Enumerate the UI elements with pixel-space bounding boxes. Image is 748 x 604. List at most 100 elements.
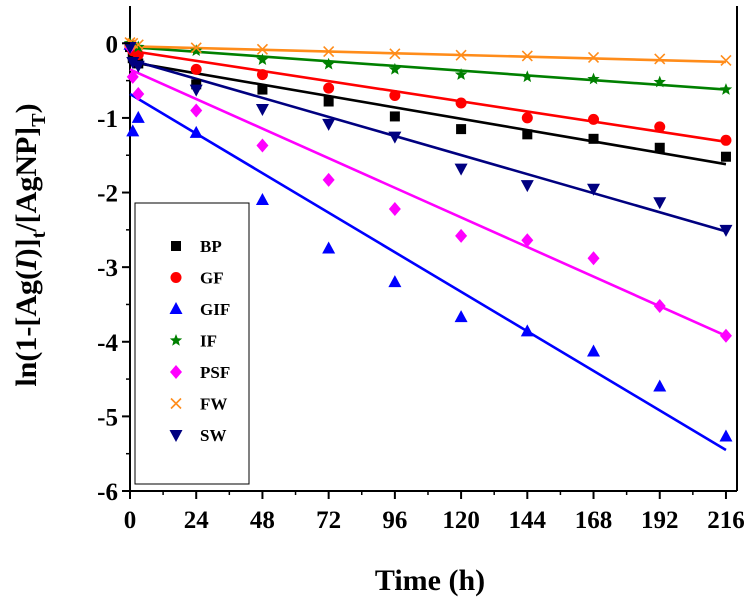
point-sw — [388, 131, 402, 144]
x-tick-label: 72 — [316, 507, 341, 534]
legend-marker-gf — [170, 272, 182, 283]
point-psf — [132, 87, 145, 102]
legend-marker-fw — [170, 397, 182, 410]
point-gf — [190, 63, 202, 75]
y-tick-label: -5 — [97, 404, 118, 431]
point-bp — [456, 124, 467, 135]
point-if — [521, 70, 534, 83]
point-fw — [587, 51, 600, 64]
point-fw — [521, 50, 533, 62]
point-gif — [520, 324, 534, 337]
point-sw — [189, 84, 203, 97]
point-bp — [720, 151, 731, 162]
x-tick-label: 0 — [124, 507, 137, 534]
point-psf — [322, 172, 335, 187]
point-gf — [256, 69, 268, 81]
legend-marker-if — [169, 334, 183, 346]
point-psf — [587, 251, 600, 266]
point-psf — [521, 233, 534, 248]
axis-ticks: 0 24 48 72 96 120 144 168 192 216 0 -1 -2 -3 -4 -5 -6 — [97, 31, 745, 534]
fit-line-fw — [129, 44, 726, 64]
point-if — [719, 83, 733, 95]
point-fw — [654, 53, 666, 65]
point-sw — [255, 103, 269, 116]
point-bp — [191, 79, 202, 90]
legend-label-psf: PSF — [200, 363, 230, 382]
x-tick-label: 168 — [575, 507, 613, 534]
point-if — [653, 75, 666, 88]
y-axis-title: ln(1-[Ag(I)]t/[AgNP]T) — [10, 103, 50, 386]
y-tick-label: -2 — [97, 181, 118, 208]
x-tick-label: 96 — [382, 507, 407, 534]
legend-label-fw: FW — [200, 395, 227, 414]
legend-label-sw: SW — [200, 426, 226, 445]
point-gif — [189, 125, 203, 138]
point-psf — [388, 201, 401, 216]
y-tick-label: -3 — [97, 255, 118, 282]
data-markers — [123, 36, 733, 442]
point-if — [132, 40, 145, 53]
point-fw — [132, 39, 144, 51]
point-gf — [389, 90, 401, 102]
legend: BP GF GIF IF PSF FW SW — [134, 202, 250, 485]
x-tick-label: 120 — [442, 507, 480, 534]
point-sw — [322, 118, 336, 131]
point-gif — [719, 429, 733, 442]
y-tick-label: -4 — [97, 330, 118, 357]
point-gf — [654, 121, 666, 133]
point-sw — [719, 224, 733, 237]
point-gf — [521, 112, 533, 124]
point-fw — [323, 45, 335, 58]
legend-label-if: IF — [200, 332, 217, 351]
point-sw — [454, 163, 468, 176]
point-if — [388, 62, 402, 75]
plot-frame — [129, 6, 738, 492]
point-bp — [323, 96, 334, 107]
legend-box — [134, 202, 250, 485]
point-fw — [720, 54, 732, 67]
x-axis-title: Time (h) — [375, 564, 485, 597]
point-bp — [654, 142, 665, 153]
legend-label-gf: GF — [200, 269, 224, 288]
y-tick-label: 0 — [106, 31, 119, 58]
point-psf — [256, 138, 269, 153]
point-bp — [257, 84, 268, 95]
point-if — [190, 44, 203, 57]
point-if — [322, 57, 335, 70]
point-gif — [126, 124, 140, 137]
point-if — [256, 53, 269, 65]
point-sw — [126, 56, 140, 69]
point-psf — [190, 103, 203, 118]
legend-marker-psf — [170, 365, 182, 379]
x-tick-label: 216 — [707, 507, 745, 534]
x-tick-label: 24 — [184, 507, 210, 534]
point-gf — [720, 134, 732, 146]
legend-marker-gif — [169, 302, 183, 314]
point-gif — [131, 110, 145, 123]
fit-line-gif — [129, 92, 727, 452]
point-gif — [653, 379, 667, 392]
point-fw — [256, 43, 269, 55]
point-psf — [719, 328, 732, 343]
x-tick-label: 48 — [250, 507, 275, 534]
legend-label-gif: GIF — [200, 300, 230, 319]
point-gif — [322, 241, 336, 254]
x-tick-label: 144 — [509, 507, 547, 534]
point-gif — [388, 275, 402, 288]
legend-label-bp: BP — [200, 237, 222, 256]
point-fw — [190, 42, 202, 54]
fit-line-bp — [129, 60, 727, 166]
point-gif — [587, 344, 601, 357]
x-tick-label: 192 — [641, 507, 679, 534]
point-sw — [131, 60, 145, 73]
fit-lines — [129, 44, 727, 452]
legend-marker-sw — [169, 430, 183, 442]
point-gf — [588, 113, 600, 125]
point-fw — [389, 48, 401, 60]
point-psf — [653, 298, 666, 313]
point-gif — [454, 310, 468, 323]
point-gf — [323, 82, 335, 94]
y-tick-label: -6 — [97, 479, 118, 506]
point-sw — [520, 180, 534, 193]
